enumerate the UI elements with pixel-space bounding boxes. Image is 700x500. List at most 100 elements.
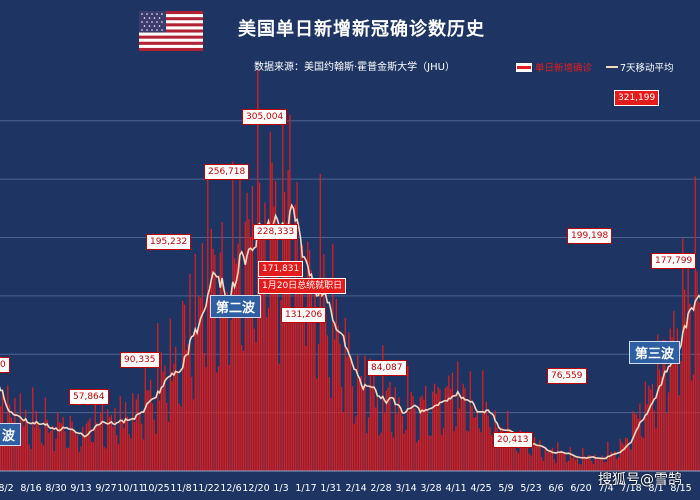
daily-case-bar [303, 319, 305, 471]
daily-case-bar [346, 356, 348, 471]
data-label-90335: 90,335 [120, 352, 160, 368]
daily-case-bar [150, 379, 152, 471]
daily-case-bar [591, 460, 593, 471]
daily-case-bar [32, 387, 34, 471]
data-label-57864: 57,864 [69, 389, 109, 405]
legend: 单日新增确诊 7天移动平均 [516, 60, 674, 74]
daily-case-bar [680, 360, 682, 471]
daily-case-bar [662, 339, 664, 471]
daily-case-bar [214, 254, 216, 471]
daily-case-bar [578, 463, 580, 471]
daily-case-bar [410, 391, 412, 471]
daily-case-bar [353, 423, 355, 471]
daily-case-bar [180, 406, 182, 471]
daily-case-bar [123, 428, 125, 471]
x-tick-label: 8/30 [45, 483, 66, 494]
daily-case-bar [64, 431, 66, 471]
daily-case-bar [60, 423, 62, 471]
daily-case-bar [344, 318, 346, 471]
daily-case-bar [630, 449, 632, 471]
daily-case-bar [89, 418, 91, 471]
x-tick-label: 10/11 [117, 483, 144, 494]
seven-day-average-line [0, 203, 700, 460]
daily-case-bar [117, 444, 120, 471]
daily-case-bar [407, 366, 409, 471]
daily-case-bar [660, 376, 662, 471]
daily-case-bar [114, 407, 116, 471]
daily-case-bar [41, 442, 43, 471]
daily-case-bar [500, 427, 502, 471]
daily-case-bar [646, 404, 648, 471]
daily-case-bar [537, 446, 539, 471]
daily-case-bar [69, 415, 71, 471]
daily-case-bar [275, 181, 277, 471]
daily-case-bar [610, 451, 612, 471]
daily-case-bar [262, 228, 264, 471]
daily-case-bar [253, 328, 255, 471]
daily-case-bar [112, 426, 114, 471]
daily-case-bar [471, 406, 473, 471]
daily-case-bar [446, 386, 448, 471]
daily-case-bar [51, 425, 54, 471]
data-label-305004: 305,004 [242, 109, 288, 125]
daily-case-bar [142, 439, 145, 471]
x-tick-label: 8/16 [20, 483, 41, 494]
daily-case-bar [308, 250, 311, 471]
daily-case-bar [441, 434, 443, 471]
daily-case-bar [328, 377, 330, 471]
daily-case-bar [375, 407, 377, 471]
daily-case-bar [5, 437, 7, 471]
daily-case-bar [187, 344, 189, 471]
data-label-321199: 321,199 [614, 90, 660, 106]
daily-case-bar [276, 229, 279, 471]
daily-case-bar [400, 406, 402, 471]
daily-case-bar [151, 403, 154, 471]
daily-case-bar [482, 370, 484, 471]
daily-case-bar [423, 399, 425, 471]
daily-case-bar [557, 442, 559, 471]
x-tick-label: 11/22 [192, 483, 219, 494]
daily-case-bar [512, 432, 514, 471]
daily-case-bar [301, 244, 304, 471]
daily-case-bar [200, 297, 202, 471]
daily-case-bar [369, 358, 371, 471]
daily-case-bar [48, 432, 50, 471]
x-tick-label: 12/20 [242, 483, 269, 494]
daily-case-bar [558, 451, 561, 471]
daily-case-bar [307, 241, 309, 471]
daily-case-bar [82, 426, 84, 471]
daily-case-bar [241, 344, 243, 471]
daily-case-bar [376, 397, 379, 471]
daily-case-bar [53, 451, 55, 471]
daily-case-bar [535, 445, 537, 471]
daily-case-bar [639, 403, 641, 471]
daily-case-bar [564, 453, 566, 471]
daily-case-bar [403, 433, 405, 471]
daily-case-bar [210, 228, 212, 471]
daily-case-bar [382, 345, 384, 471]
daily-case-bar [94, 403, 96, 471]
daily-case-bar [553, 459, 555, 471]
daily-case-bar [608, 455, 611, 471]
daily-case-bar [469, 371, 471, 471]
daily-case-bar [323, 254, 325, 471]
daily-case-bar [139, 413, 141, 471]
daily-case-bar [342, 412, 345, 471]
daily-case-bar [83, 434, 86, 471]
daily-case-bar [396, 413, 398, 471]
daily-case-bar [594, 454, 596, 471]
daily-case-bar [530, 455, 532, 471]
daily-case-bar [692, 374, 695, 471]
daily-case-bar [237, 243, 239, 471]
daily-case-bar [3, 441, 5, 471]
x-tick-label: 7/18 [620, 483, 641, 494]
daily-case-bar [305, 345, 307, 471]
daily-case-bar [217, 366, 220, 471]
daily-case-bar [333, 339, 336, 471]
daily-case-bar [55, 438, 57, 471]
daily-case-bar [414, 408, 416, 471]
daily-case-bar [675, 357, 677, 471]
daily-case-bar [621, 442, 623, 471]
daily-case-bar [355, 416, 357, 471]
